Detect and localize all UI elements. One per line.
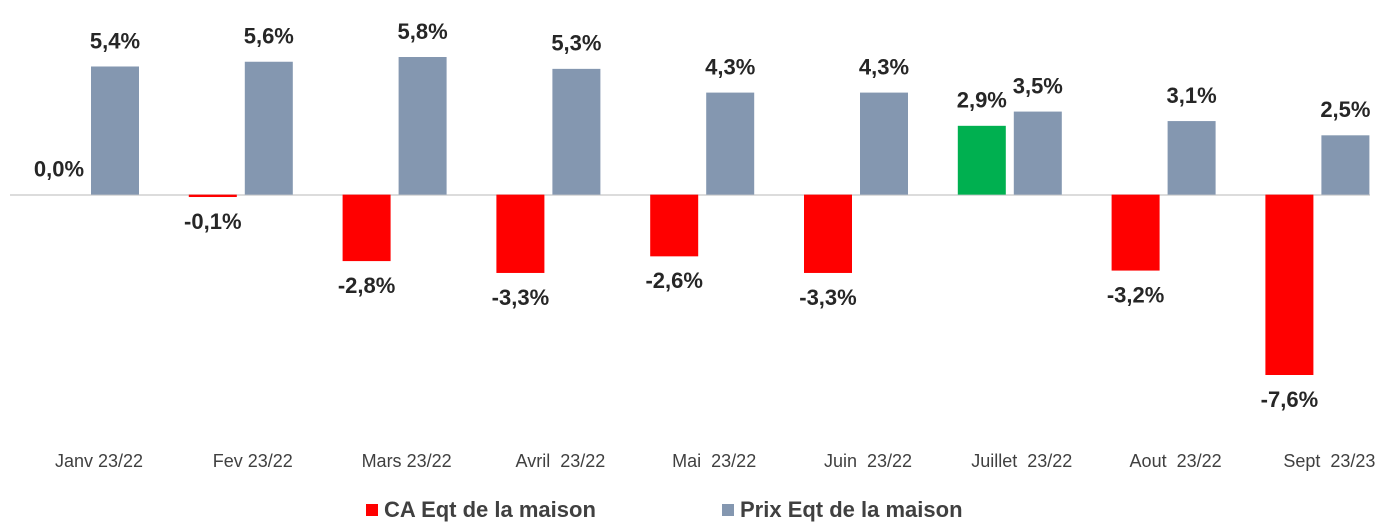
bar	[188, 194, 237, 198]
x-tick-label: Janv 23/22	[55, 451, 143, 471]
data-label: 5,4%	[90, 28, 140, 53]
x-tick-label: Mai 23/22	[672, 451, 756, 471]
data-label: 5,3%	[551, 31, 601, 56]
x-tick-label: Sept 23/23	[1283, 451, 1375, 471]
bar	[957, 125, 1006, 195]
bar	[650, 194, 699, 257]
bar	[496, 194, 545, 273]
data-label: 3,5%	[1013, 73, 1063, 98]
bar	[1167, 121, 1216, 195]
data-label: -3,3%	[799, 285, 856, 310]
bar	[1013, 111, 1062, 195]
x-tick-label: Aout 23/22	[1130, 451, 1222, 471]
data-label: -7,6%	[1261, 387, 1318, 412]
x-tick-label: Juin 23/22	[824, 451, 912, 471]
bar	[1111, 194, 1160, 271]
x-tick-label: Mars 23/22	[362, 451, 452, 471]
data-label: 5,8%	[398, 19, 448, 44]
data-label: 2,9%	[957, 88, 1007, 113]
x-tick-label: Avril 23/22	[516, 451, 606, 471]
x-tick-label: Fev 23/22	[213, 451, 293, 471]
legend-swatch	[366, 504, 378, 516]
data-label: 0,0%	[34, 156, 84, 181]
bar	[1321, 135, 1370, 195]
data-label: 5,6%	[244, 24, 294, 49]
legend-label: CA Eqt de la maison	[384, 497, 596, 522]
bar	[706, 92, 755, 195]
bar	[342, 194, 391, 262]
data-label: -0,1%	[184, 209, 241, 234]
data-label: 2,5%	[1320, 97, 1370, 122]
bar	[1265, 194, 1314, 375]
bar	[91, 66, 139, 195]
data-label: -3,3%	[492, 285, 549, 310]
bar	[860, 92, 908, 195]
x-tick-label: Juillet 23/22	[971, 451, 1072, 471]
legend-swatch	[722, 504, 734, 516]
bar	[244, 61, 293, 195]
bar	[552, 68, 601, 195]
data-label: 3,1%	[1167, 83, 1217, 108]
data-label: -2,8%	[338, 273, 395, 298]
data-label: 4,3%	[705, 54, 755, 79]
legend-label: Prix Eqt de la maison	[740, 497, 963, 522]
bar	[804, 194, 852, 273]
data-label: 4,3%	[859, 54, 909, 79]
bar	[398, 57, 447, 195]
data-label: -2,6%	[645, 268, 702, 293]
data-label: -3,2%	[1107, 282, 1164, 307]
